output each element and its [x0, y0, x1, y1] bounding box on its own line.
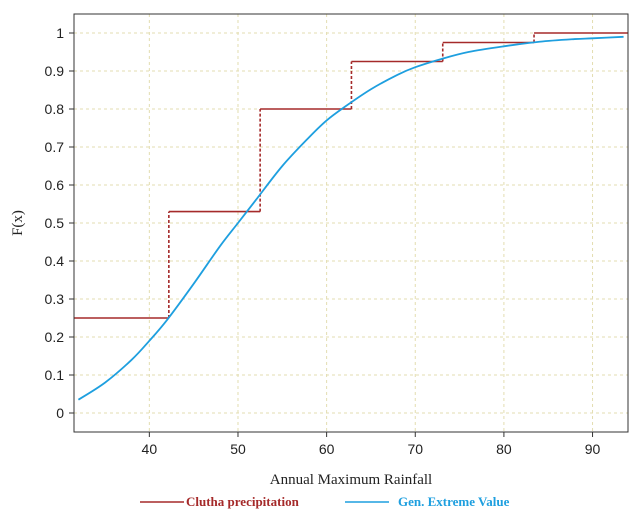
legend-item-clutha: Clutha precipitation	[186, 494, 300, 509]
ticks: 40 50 60 70 80 90 0 0.1 0.2 0.3 0.4 0.5 0.6 0.7 0.8 0.9…	[45, 25, 601, 457]
x-tick-label: 80	[496, 441, 512, 457]
y-tick-label: 0.6	[45, 177, 65, 193]
y-tick-label: 0.3	[45, 291, 65, 307]
series-layer	[74, 32, 628, 401]
legend: Clutha precipitation Gen. Extreme Value	[140, 494, 510, 509]
y-tick-label: 0.4	[45, 253, 65, 269]
y-tick-label: 0.8	[45, 101, 65, 117]
legend-item-gev: Gen. Extreme Value	[398, 494, 510, 509]
y-axis-title: F(x)	[10, 210, 26, 236]
y-tick-label: 0.2	[45, 329, 65, 345]
x-tick-label: 70	[407, 441, 423, 457]
y-tick-label: 1	[56, 25, 64, 41]
y-tick-label: 0.9	[45, 63, 65, 79]
gev-curve	[77, 35, 624, 401]
y-tick-label: 0.5	[45, 215, 65, 231]
x-tick-label: 50	[230, 441, 246, 457]
x-tick-label: 60	[319, 441, 335, 457]
x-tick-label: 90	[585, 441, 601, 457]
y-tick-label: 0	[56, 405, 64, 421]
x-axis-title: Annual Maximum Rainfall	[270, 472, 432, 488]
y-tick-label: 0.7	[45, 139, 65, 155]
y-tick-label: 0.1	[45, 367, 65, 383]
x-tick-label: 40	[142, 441, 158, 457]
